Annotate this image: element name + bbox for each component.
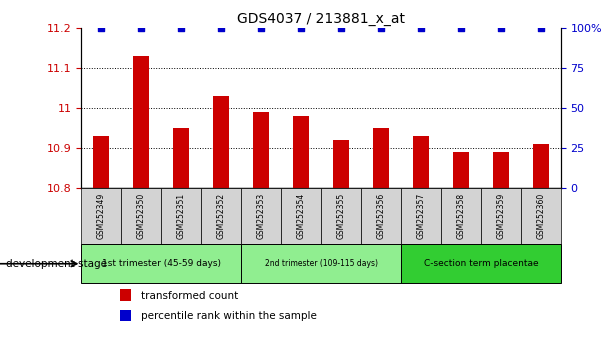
Text: percentile rank within the sample: percentile rank within the sample bbox=[141, 311, 317, 321]
Bar bbox=[333, 140, 349, 188]
Text: GSM252353: GSM252353 bbox=[257, 193, 266, 239]
Point bbox=[416, 25, 426, 31]
Point bbox=[136, 25, 146, 31]
Bar bbox=[321, 188, 361, 244]
Bar bbox=[93, 136, 109, 188]
Bar bbox=[162, 188, 201, 244]
Text: 1st trimester (45-59 days): 1st trimester (45-59 days) bbox=[102, 259, 221, 268]
Bar bbox=[401, 188, 441, 244]
Bar bbox=[281, 188, 321, 244]
Bar bbox=[493, 152, 509, 188]
Bar bbox=[253, 112, 269, 188]
Bar bbox=[453, 152, 469, 188]
Bar bbox=[120, 309, 131, 321]
Bar bbox=[481, 188, 521, 244]
Text: GSM252358: GSM252358 bbox=[456, 193, 466, 239]
Bar bbox=[401, 244, 561, 283]
Bar bbox=[373, 128, 389, 188]
Bar bbox=[133, 56, 150, 188]
Bar bbox=[81, 188, 121, 244]
Text: C-section term placentae: C-section term placentae bbox=[423, 259, 538, 268]
Bar bbox=[533, 144, 549, 188]
Bar bbox=[121, 188, 162, 244]
Bar bbox=[201, 188, 241, 244]
Bar bbox=[81, 244, 241, 283]
Text: GSM252352: GSM252352 bbox=[216, 193, 226, 239]
Bar bbox=[173, 128, 189, 188]
Text: GSM252357: GSM252357 bbox=[417, 193, 426, 239]
Bar bbox=[441, 188, 481, 244]
Bar bbox=[241, 188, 281, 244]
Point bbox=[336, 25, 346, 31]
Title: GDS4037 / 213881_x_at: GDS4037 / 213881_x_at bbox=[237, 12, 405, 26]
Text: GSM252354: GSM252354 bbox=[297, 193, 306, 239]
Text: GSM252355: GSM252355 bbox=[336, 193, 346, 239]
Point bbox=[96, 25, 106, 31]
Text: GSM252350: GSM252350 bbox=[137, 193, 146, 239]
Bar bbox=[361, 188, 401, 244]
Point bbox=[216, 25, 226, 31]
Bar bbox=[213, 96, 229, 188]
Text: transformed count: transformed count bbox=[141, 291, 238, 301]
Point bbox=[177, 25, 186, 31]
Point bbox=[456, 25, 466, 31]
Point bbox=[496, 25, 506, 31]
Text: GSM252351: GSM252351 bbox=[177, 193, 186, 239]
Bar bbox=[120, 289, 131, 301]
Bar bbox=[241, 244, 401, 283]
Bar bbox=[293, 116, 309, 188]
Text: GSM252360: GSM252360 bbox=[536, 193, 545, 239]
Point bbox=[536, 25, 546, 31]
Bar bbox=[521, 188, 561, 244]
Point bbox=[296, 25, 306, 31]
Text: GSM252356: GSM252356 bbox=[376, 193, 385, 239]
Point bbox=[376, 25, 386, 31]
Text: GSM252359: GSM252359 bbox=[496, 193, 505, 239]
Text: GSM252349: GSM252349 bbox=[97, 193, 106, 239]
Point bbox=[256, 25, 266, 31]
Text: development stage: development stage bbox=[6, 259, 107, 269]
Bar bbox=[413, 136, 429, 188]
Text: 2nd trimester (109-115 days): 2nd trimester (109-115 days) bbox=[265, 259, 377, 268]
